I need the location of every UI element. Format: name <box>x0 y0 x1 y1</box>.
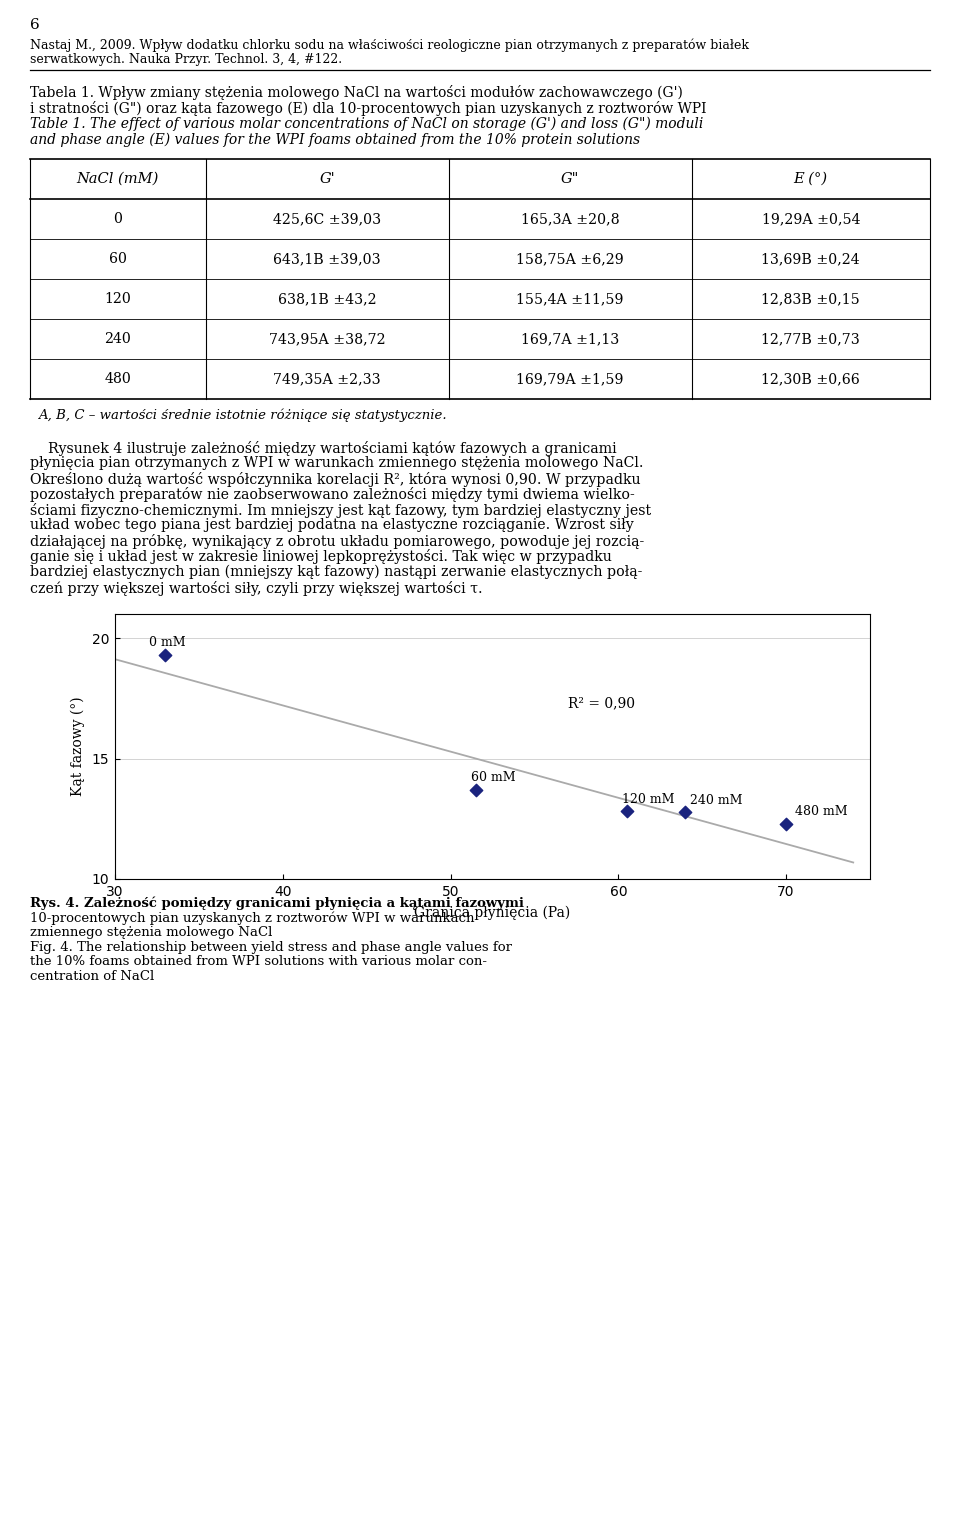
Text: 6: 6 <box>30 18 39 32</box>
Text: ganie się i układ jest w zakresie liniowej lepkoprężystości. Tak więc w przypadk: ganie się i układ jest w zakresie liniow… <box>30 550 612 564</box>
Text: the 10% foams obtained from WPI solutions with various molar con-: the 10% foams obtained from WPI solution… <box>30 954 487 968</box>
Text: 240 mM: 240 mM <box>690 795 743 807</box>
X-axis label: Granica płynięcia (Pa): Granica płynięcia (Pa) <box>415 905 570 919</box>
Text: serwatkowych. Nauka Przyr. Technol. 3, 4, #122.: serwatkowych. Nauka Przyr. Technol. 3, 4… <box>30 52 342 66</box>
Point <box>619 799 635 824</box>
Text: Table 1. The effect of various molar concentrations of NaCl on storage (G') and : Table 1. The effect of various molar con… <box>30 117 704 131</box>
Point <box>468 778 484 802</box>
Text: and phase angle (E) values for the WPI foams obtained from the 10% protein solut: and phase angle (E) values for the WPI f… <box>30 134 640 148</box>
Y-axis label: Kąt fazowy (°): Kąt fazowy (°) <box>70 696 84 796</box>
Text: 60 mM: 60 mM <box>470 772 516 784</box>
Text: 480: 480 <box>105 372 132 386</box>
Text: E (°): E (°) <box>794 172 828 186</box>
Text: 743,95A ±38,72: 743,95A ±38,72 <box>269 332 385 346</box>
Text: 0 mM: 0 mM <box>149 636 185 649</box>
Text: Rysunek 4 ilustruje zależność między wartościami kątów fazowych a granicami: Rysunek 4 ilustruje zależność między war… <box>30 441 616 456</box>
Text: zmiennego stężenia molowego NaCl: zmiennego stężenia molowego NaCl <box>30 925 273 939</box>
Text: 12,83B ±0,15: 12,83B ±0,15 <box>761 292 860 306</box>
Text: Nastaj M., 2009. Wpływ dodatku chlorku sodu na właściwości reologiczne pian otrz: Nastaj M., 2009. Wpływ dodatku chlorku s… <box>30 38 749 52</box>
Text: 12,30B ±0,66: 12,30B ±0,66 <box>761 372 860 386</box>
Text: pozostałych preparatów nie zaobserwowano zależności między tymi dwiema wielko-: pozostałych preparatów nie zaobserwowano… <box>30 487 635 503</box>
Text: 240: 240 <box>105 332 132 346</box>
Text: A, B, C – wartości średnie istotnie różniące się statystycznie.: A, B, C – wartości średnie istotnie różn… <box>38 409 446 423</box>
Text: 425,6C ±39,03: 425,6C ±39,03 <box>273 212 381 226</box>
Text: Rys. 4. Zależność pomiędzy granicami płynięcia a kątami fazowymi: Rys. 4. Zależność pomiędzy granicami pły… <box>30 898 524 910</box>
Text: G": G" <box>561 172 579 186</box>
Text: G': G' <box>319 172 335 186</box>
Text: Określono dużą wartość współczynnika korelacji R², która wynosi 0,90. W przypadk: Określono dużą wartość współczynnika kor… <box>30 472 640 487</box>
Text: 643,1B ±39,03: 643,1B ±39,03 <box>274 252 381 266</box>
Text: 60: 60 <box>108 252 127 266</box>
Text: działającej na próbkę, wynikający z obrotu układu pomiarowego, powoduje jej rozc: działającej na próbkę, wynikający z obro… <box>30 533 644 549</box>
Text: NaCl (mM): NaCl (mM) <box>77 172 159 186</box>
Text: 0: 0 <box>113 212 122 226</box>
Text: centration of NaCl: centration of NaCl <box>30 970 155 982</box>
Text: układ wobec tego piana jest bardziej podatna na elastyczne rozciąganie. Wzrost s: układ wobec tego piana jest bardziej pod… <box>30 518 634 532</box>
Text: Fig. 4. The relationship between yield stress and phase angle values for: Fig. 4. The relationship between yield s… <box>30 941 512 953</box>
Text: 165,3A ±20,8: 165,3A ±20,8 <box>520 212 619 226</box>
Text: 10-procentowych pian uzyskanych z roztworów WPI w warunkach: 10-procentowych pian uzyskanych z roztwo… <box>30 911 474 925</box>
Text: 169,79A ±1,59: 169,79A ±1,59 <box>516 372 624 386</box>
Text: 169,7A ±1,13: 169,7A ±1,13 <box>521 332 619 346</box>
Text: 12,77B ±0,73: 12,77B ±0,73 <box>761 332 860 346</box>
Point <box>157 642 173 667</box>
Text: 749,35A ±2,33: 749,35A ±2,33 <box>274 372 381 386</box>
Text: 480 mM: 480 mM <box>795 805 847 818</box>
Text: 155,4A ±11,59: 155,4A ±11,59 <box>516 292 624 306</box>
Text: 120 mM: 120 mM <box>622 793 674 805</box>
Text: 19,29A ±0,54: 19,29A ±0,54 <box>761 212 860 226</box>
Text: 638,1B ±43,2: 638,1B ±43,2 <box>277 292 376 306</box>
Point <box>678 799 693 824</box>
Text: 158,75A ±6,29: 158,75A ±6,29 <box>516 252 624 266</box>
Text: R² = 0,90: R² = 0,90 <box>568 696 635 710</box>
Text: Tabela 1. Wpływ zmiany stężenia molowego NaCl na wartości modułów zachowawczego : Tabela 1. Wpływ zmiany stężenia molowego… <box>30 85 683 100</box>
Text: czeń przy większej wartości siły, czyli przy większej wartości τ.: czeń przy większej wartości siły, czyli … <box>30 581 483 595</box>
Text: płynięcia pian otrzymanych z WPI w warunkach zmiennego stężenia molowego NaCl.: płynięcia pian otrzymanych z WPI w warun… <box>30 456 643 470</box>
Text: ściami fizyczno-chemicznymi. Im mniejszy jest kąt fazowy, tym bardziej elastyczn: ściami fizyczno-chemicznymi. Im mniejszy… <box>30 503 651 518</box>
Point <box>779 812 794 836</box>
Text: bardziej elastycznych pian (mniejszy kąt fazowy) nastąpi zerwanie elastycznych p: bardziej elastycznych pian (mniejszy kąt… <box>30 566 642 579</box>
Text: 120: 120 <box>105 292 132 306</box>
Text: 13,69B ±0,24: 13,69B ±0,24 <box>761 252 860 266</box>
Text: i stratności (G") oraz kąta fazowego (E) dla 10-procentowych pian uzyskanych z r: i stratności (G") oraz kąta fazowego (E)… <box>30 101 707 115</box>
